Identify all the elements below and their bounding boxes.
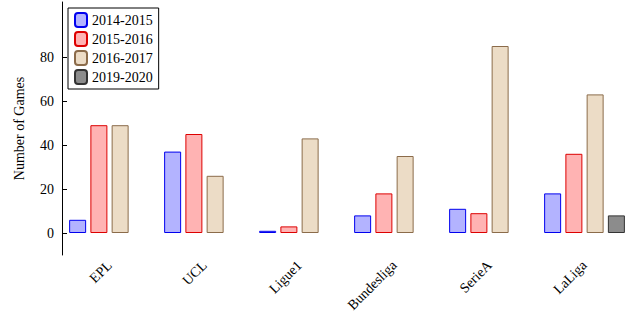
svg-text:UCL: UCL: [179, 258, 209, 288]
svg-text:EPL: EPL: [87, 258, 115, 286]
svg-text:2015-2016: 2015-2016: [92, 32, 153, 47]
svg-text:2016-2017: 2016-2017: [92, 51, 153, 66]
svg-text:Bundesliga: Bundesliga: [345, 257, 401, 313]
svg-text:60: 60: [40, 94, 54, 109]
svg-text:Ligue1: Ligue1: [266, 258, 305, 297]
svg-text:LaLiga: LaLiga: [551, 257, 591, 297]
svg-text:2019-2020: 2019-2020: [92, 70, 153, 85]
svg-text:20: 20: [40, 182, 54, 197]
svg-text:40: 40: [40, 138, 54, 153]
svg-text:SerieA: SerieA: [457, 258, 495, 296]
svg-text:2014-2015: 2014-2015: [92, 13, 153, 28]
svg-text:Number of Games: Number of Games: [12, 77, 27, 180]
svg-text:80: 80: [40, 50, 54, 65]
svg-text:0: 0: [47, 226, 54, 241]
